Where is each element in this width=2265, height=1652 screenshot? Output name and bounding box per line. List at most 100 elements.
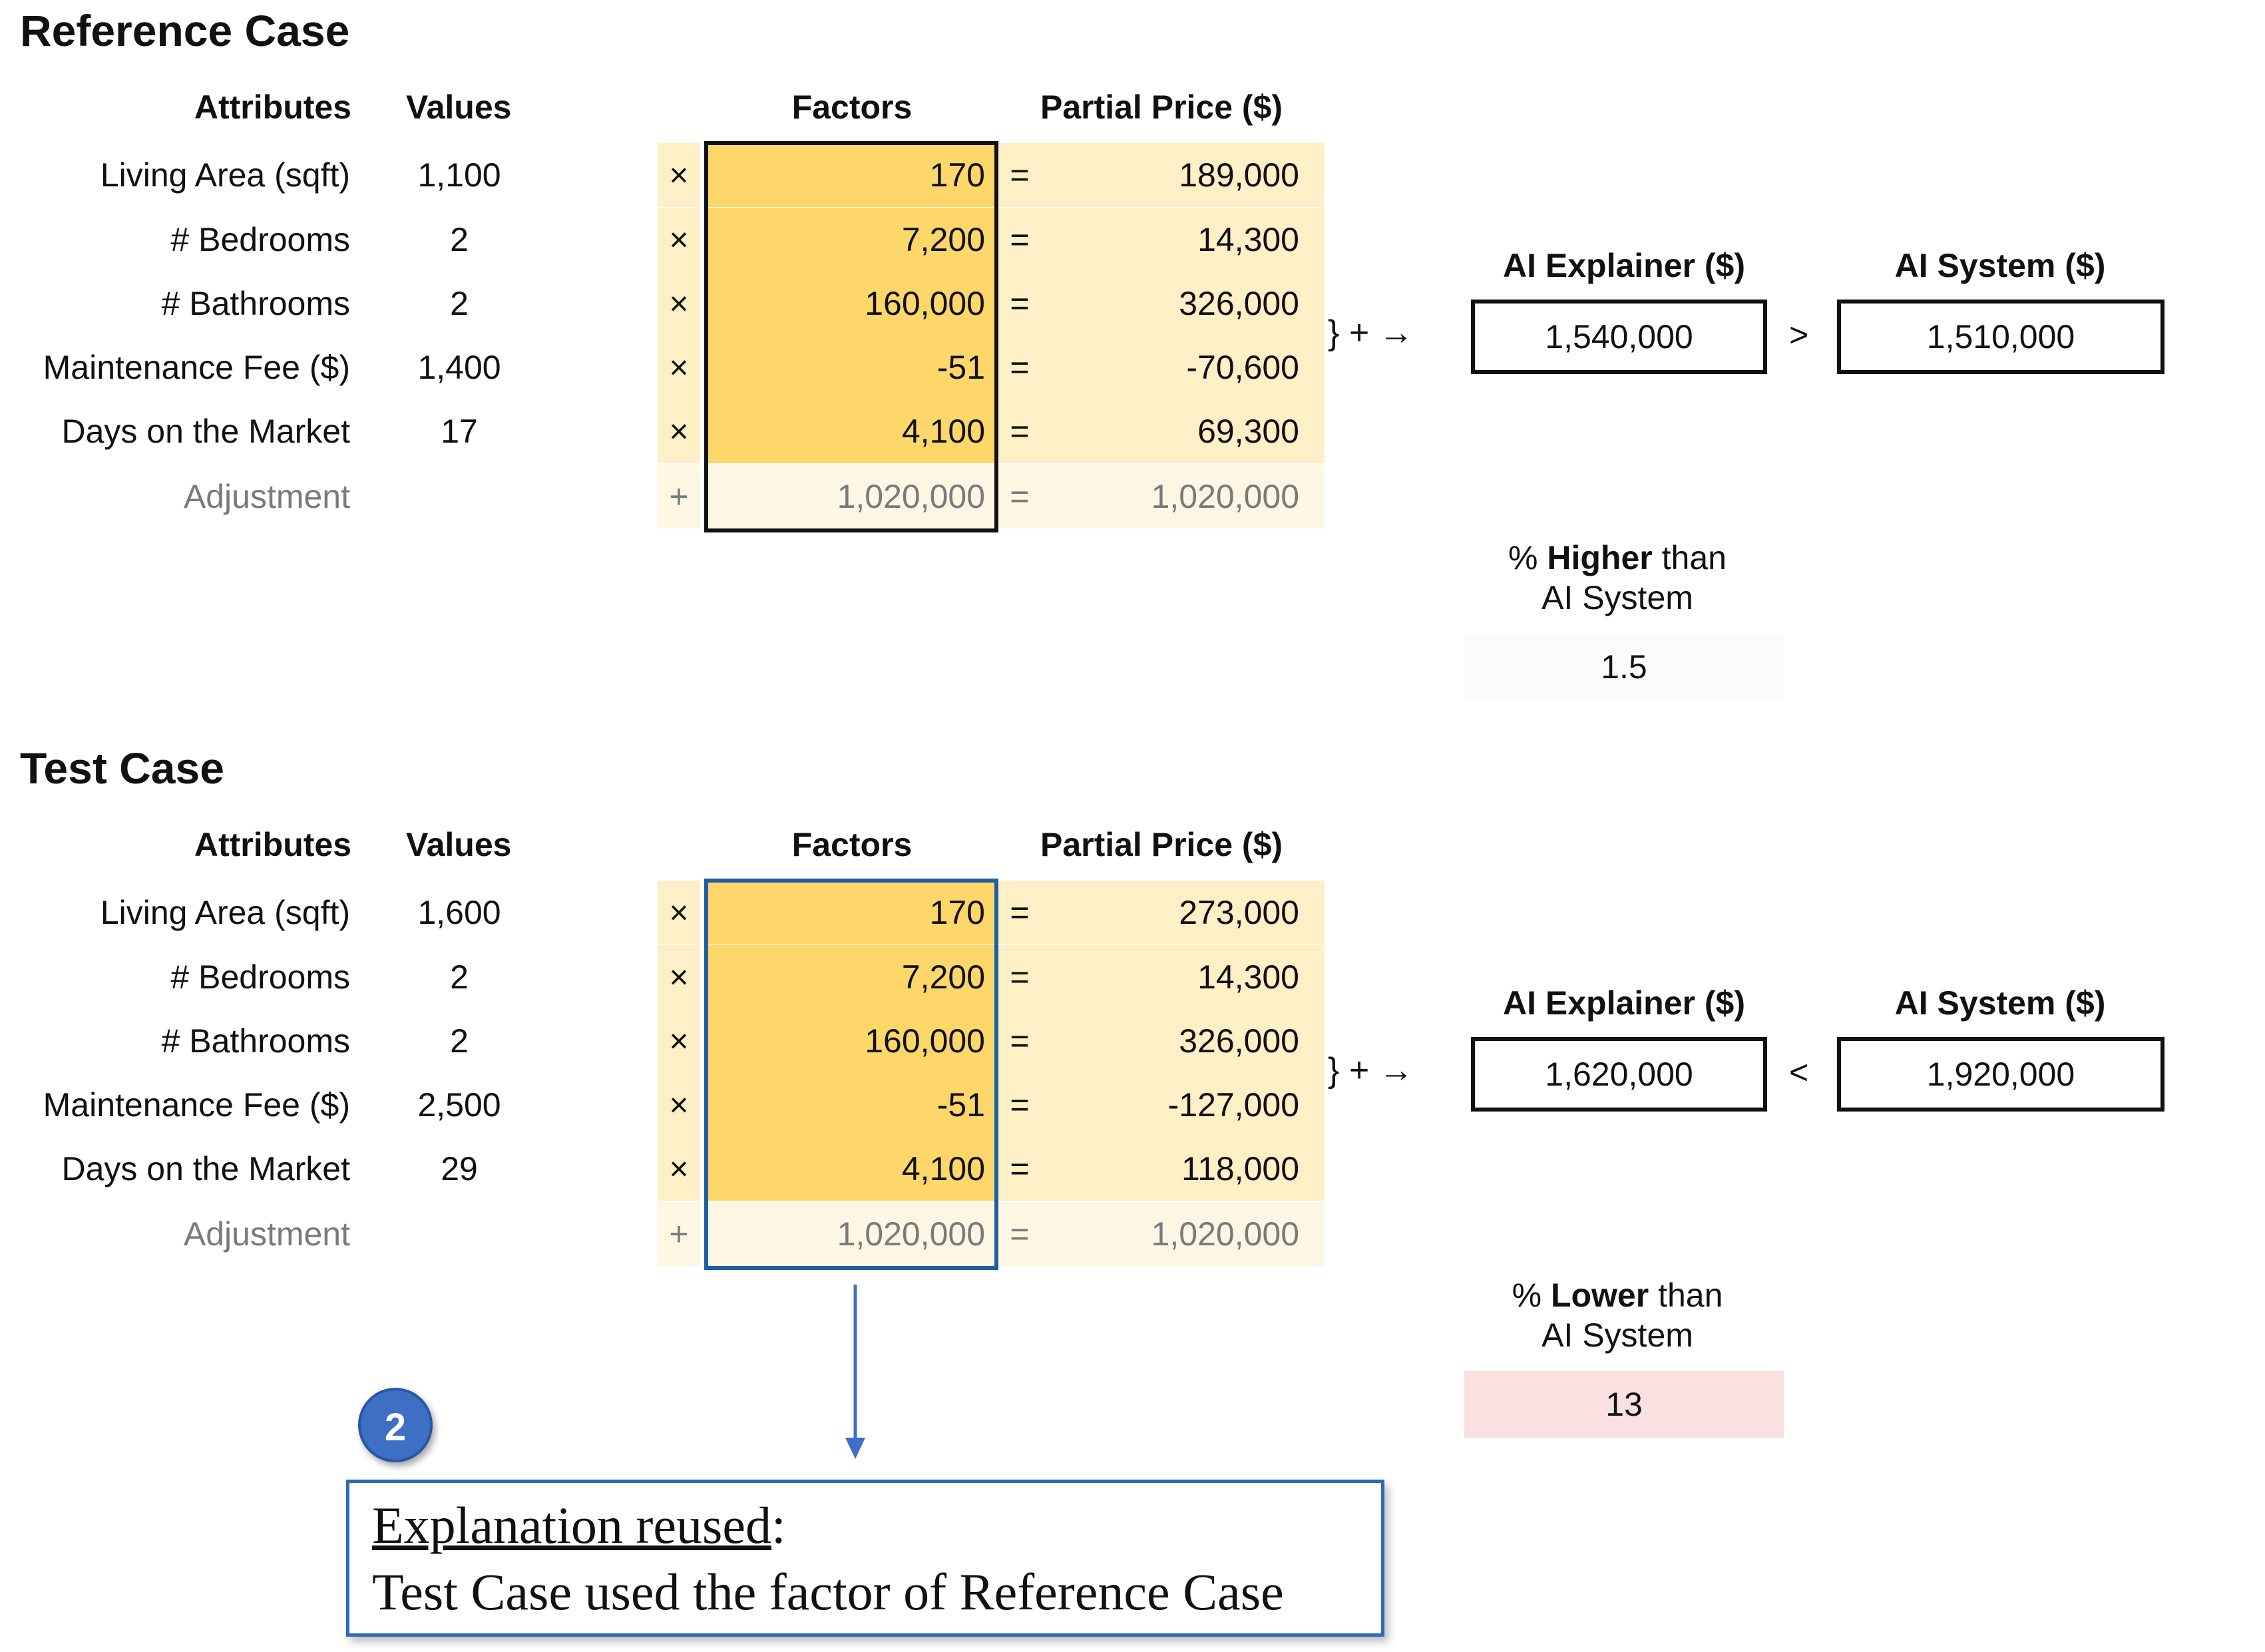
percent-value: 13 (1464, 1371, 1784, 1438)
operator: × (658, 881, 700, 944)
partial-price-value: 14,300 (1041, 945, 1325, 1009)
partial-price-value: 326,000 (1041, 272, 1325, 335)
percent-prefix: % (1512, 1277, 1551, 1314)
partial-price-value: 326,000 (1041, 1009, 1325, 1073)
equals-sign: = (998, 208, 1041, 272)
explainer-value-box: 1,620,000 (1471, 1037, 1767, 1112)
table-row: # Bathrooms 2 × 160,000 = 326,000 (0, 1009, 1331, 1073)
percent-label: % Lower than AI System (1444, 1275, 1790, 1355)
partial-price-value: 1,020,000 (1041, 465, 1325, 528)
percent-value: 1.5 (1464, 634, 1784, 700)
partial-price-value: 69,300 (1041, 399, 1325, 463)
header-attributes: Attributes (194, 89, 351, 126)
reuse-arrow-head (845, 1438, 865, 1459)
percent-prefix: % (1508, 539, 1547, 576)
factor-value: 1,020,000 (706, 1202, 998, 1266)
factors-highlight-box (704, 879, 998, 1270)
attribute-label: Living Area (sqft) (100, 894, 350, 931)
comparison-sign: > (1789, 316, 1809, 353)
attribute-value: 2 (450, 285, 469, 322)
section-title: Reference Case (20, 6, 350, 55)
factor-value: -51 (706, 1073, 998, 1137)
partial-price-value: 189,000 (1041, 143, 1325, 207)
equals-sign: = (998, 399, 1041, 463)
percent-label-line2: AI System (1542, 1317, 1693, 1354)
partial-price-value: -70,600 (1041, 335, 1325, 399)
operator: × (658, 1009, 700, 1073)
step-badge: 2 (358, 1388, 433, 1462)
operator: × (658, 945, 700, 1009)
explainer-label: AI Explainer ($) (1503, 984, 1745, 1022)
attribute-value: 1,100 (417, 156, 501, 194)
header-values: Values (406, 826, 512, 863)
operator: + (658, 465, 700, 528)
operator: × (658, 1137, 700, 1201)
attribute-value: 2,500 (417, 1086, 501, 1124)
equals-sign: = (998, 272, 1041, 335)
table-row: Adjustment +1,020,000 = 1,020,000 (0, 465, 1331, 528)
comparison-sign: < (1789, 1054, 1809, 1091)
sum-arrow: } + → (1328, 313, 1414, 352)
header-factors: Factors (791, 826, 913, 863)
header-attributes: Attributes (194, 826, 351, 863)
table-row: # Bathrooms 2 × 160,000 = 326,000 (0, 272, 1331, 335)
header-partial-price: Partial Price ($) (1040, 89, 1283, 126)
factor-value: 7,200 (706, 208, 998, 272)
equals-sign: = (998, 1137, 1041, 1201)
header-partial-price: Partial Price ($) (1040, 826, 1283, 863)
attribute-value: 1,400 (417, 349, 501, 386)
factor-value: 7,200 (706, 945, 998, 1009)
section-title: Test Case (20, 743, 224, 793)
partial-price-value: 273,000 (1041, 881, 1325, 944)
percent-suffix: than (1652, 539, 1727, 576)
operator: × (658, 272, 700, 335)
factor-value: 170 (706, 143, 998, 207)
attribute-label: Adjustment (183, 478, 350, 515)
percent-label-line1: % Lower than (1444, 1275, 1790, 1315)
attribute-label: # Bathrooms (161, 285, 350, 322)
table-row: Living Area (sqft) 1,100 × 170 = 189,000 (0, 143, 1331, 207)
factor-value: 1,020,000 (706, 465, 998, 528)
callout-body: Test Case used the factor of Reference C… (372, 1563, 1284, 1621)
operator: + (658, 1202, 700, 1266)
attribute-label: Days on the Market (61, 1150, 350, 1187)
equals-sign: = (998, 881, 1041, 944)
percent-suffix: than (1649, 1277, 1723, 1314)
equals-sign: = (998, 143, 1041, 207)
reference-case-section: Reference Case Attributes Values Factors Par… (0, 0, 2265, 732)
partial-price-value: -127,000 (1041, 1073, 1325, 1137)
sum-arrow: } + → (1328, 1051, 1414, 1090)
header-factors: Factors (791, 89, 913, 126)
operator: × (658, 399, 700, 463)
factors-highlight-box (704, 141, 998, 532)
partial-price-value: 1,020,000 (1041, 1202, 1325, 1266)
percent-label: % Higher than AI System (1444, 538, 1790, 618)
attribute-value: 2 (450, 221, 469, 258)
factor-value: 170 (706, 881, 998, 944)
factor-value: -51 (706, 335, 998, 399)
attribute-value: 29 (441, 1150, 478, 1187)
table-row: # Bedrooms 2 × 7,200 = 14,300 (0, 945, 1331, 1009)
factor-value: 160,000 (706, 1009, 998, 1073)
table-row: Living Area (sqft) 1,600 × 170 = 273,000 (0, 881, 1331, 944)
attribute-value: 17 (441, 413, 478, 450)
system-value-box: 1,510,000 (1837, 300, 2164, 374)
attribute-label: # Bathrooms (161, 1022, 350, 1060)
explanation-callout: Explanation reused: Test Case used the f… (346, 1480, 1384, 1637)
equals-sign: = (998, 1073, 1041, 1137)
system-label: AI System ($) (1894, 247, 2106, 284)
attribute-label: Maintenance Fee ($) (43, 349, 350, 386)
test-case-section: Test Case Attributes Values Factors Partial … (0, 737, 2265, 1470)
percent-label-line2: AI System (1542, 579, 1693, 616)
table-row: # Bedrooms 2 × 7,200 = 14,300 (0, 208, 1331, 272)
partial-price-value: 14,300 (1041, 208, 1325, 272)
attribute-label: Maintenance Fee ($) (43, 1086, 350, 1124)
attribute-label: Adjustment (183, 1215, 350, 1253)
attribute-value: 2 (450, 958, 469, 996)
equals-sign: = (998, 465, 1041, 528)
table-row: Days on the Market 17 × 4,100 = 69,300 (0, 399, 1331, 463)
attribute-label: Living Area (sqft) (100, 156, 350, 194)
system-label: AI System ($) (1894, 984, 2106, 1022)
attribute-value: 1,600 (417, 894, 501, 931)
